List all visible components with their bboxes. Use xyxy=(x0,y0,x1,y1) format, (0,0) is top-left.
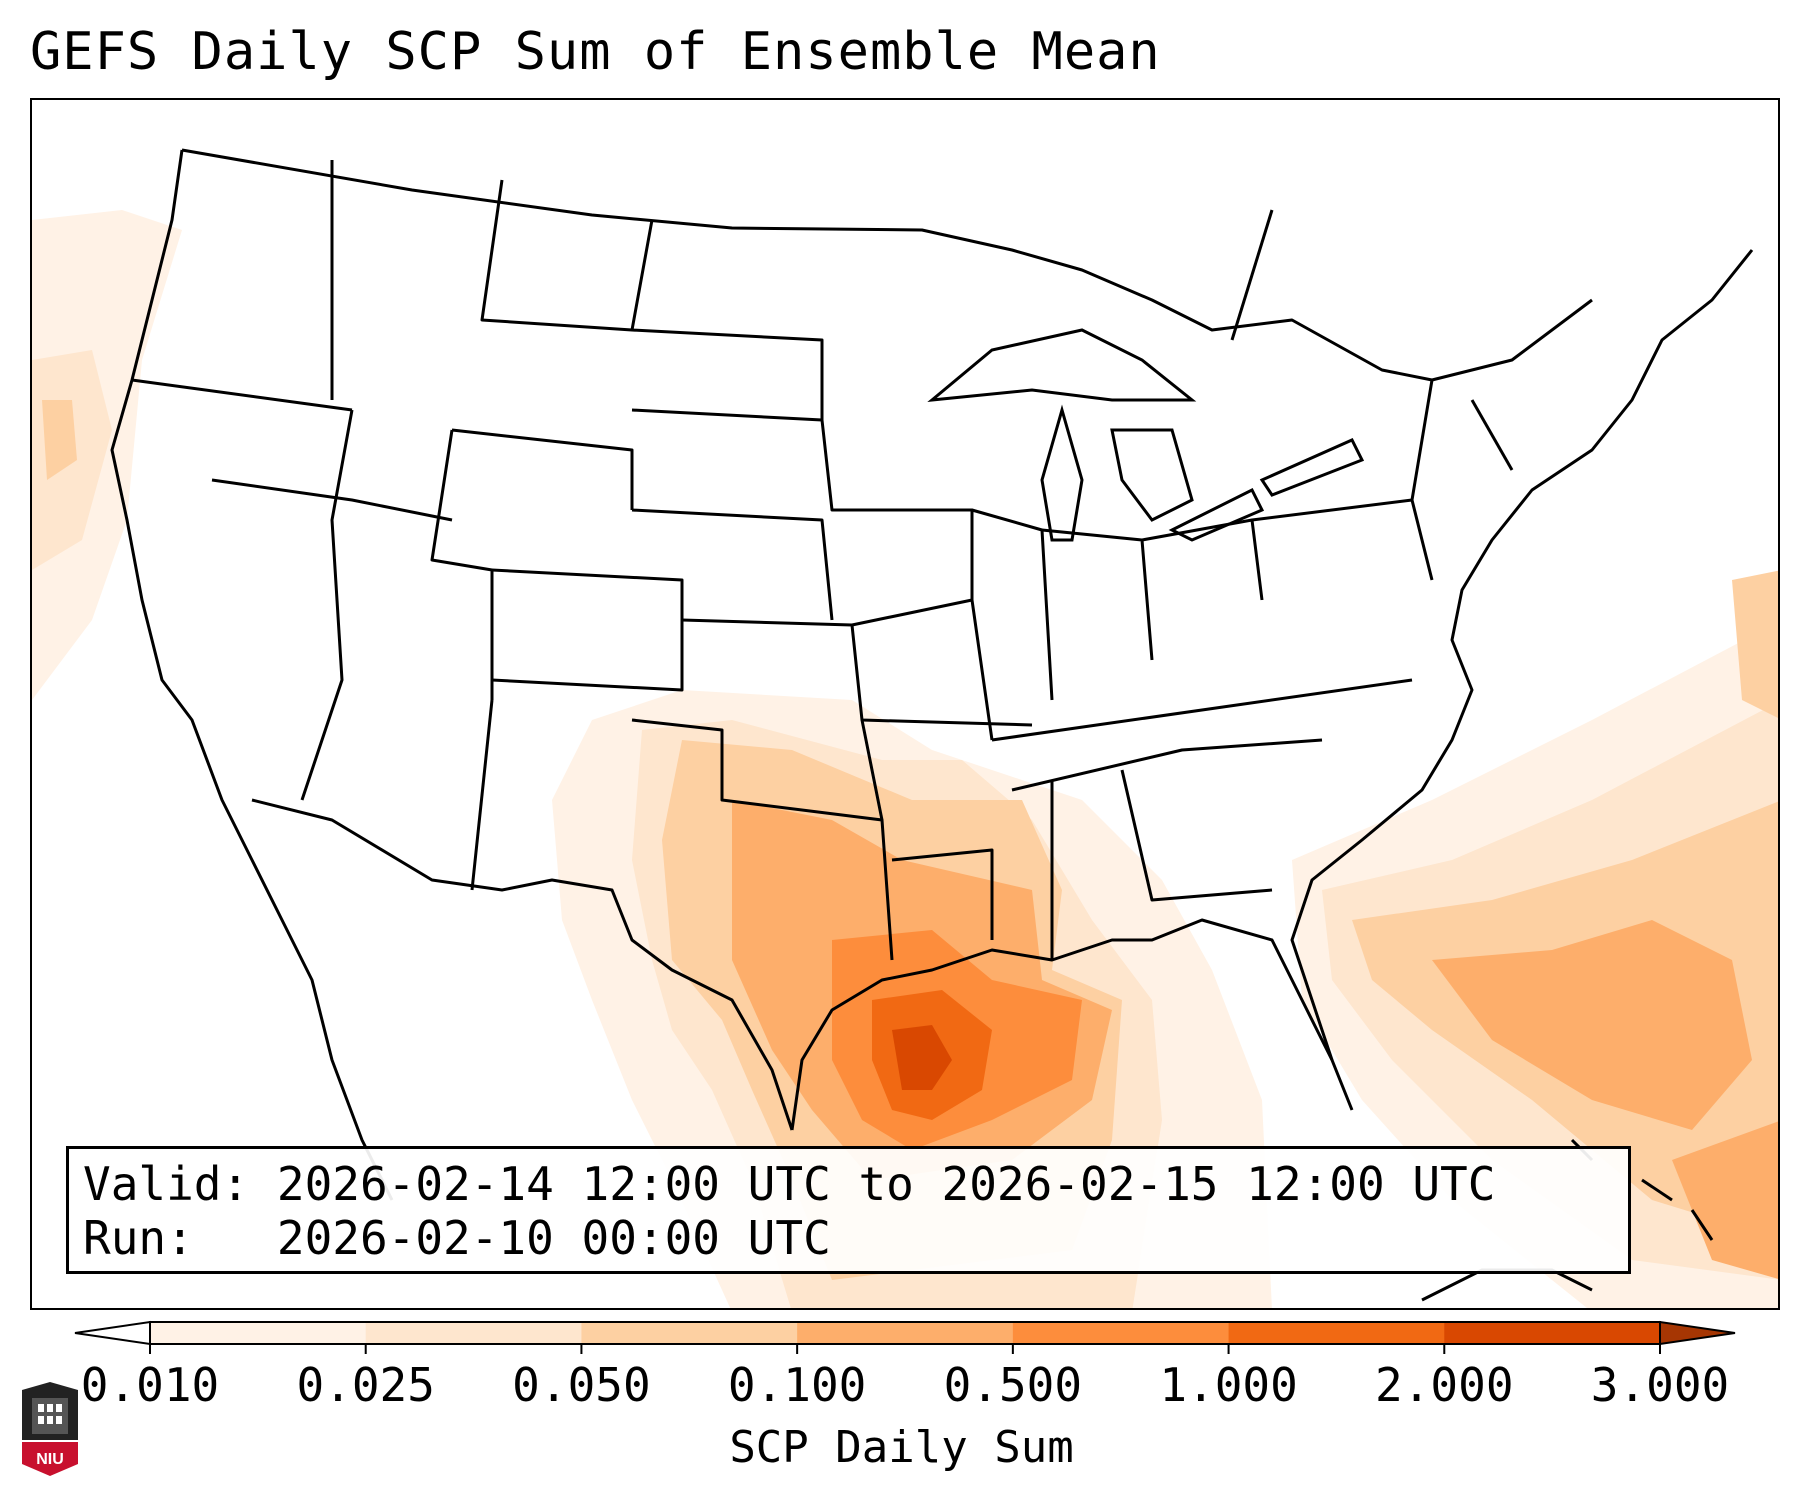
colorbar-segment xyxy=(1012,1322,1230,1344)
colorbar xyxy=(74,1320,1736,1354)
colorbar-tick-label: 0.100 xyxy=(727,1358,867,1412)
great-lakes xyxy=(927,328,1365,542)
colorbar-label: SCP Daily Sum xyxy=(729,1422,1074,1473)
niu-logo-text: NIU xyxy=(36,1451,64,1468)
colorbar-segment xyxy=(1228,1322,1445,1344)
colorbar-segment xyxy=(1444,1322,1661,1344)
colorbar-tick-label: 0.025 xyxy=(296,1358,435,1412)
boundaries xyxy=(110,148,1754,1201)
colorbar-extend-high xyxy=(1659,1320,1736,1346)
map-canvas xyxy=(32,148,1778,1308)
colorbar-segment xyxy=(365,1322,582,1344)
map-frame xyxy=(30,98,1780,1310)
colorbar-extend-low xyxy=(74,1320,151,1346)
valid-label: Valid: xyxy=(83,1157,250,1211)
colorbar-segment xyxy=(797,1322,1014,1344)
valid-value: 2026-02-14 12:00 UTC to 2026-02-15 12:00… xyxy=(276,1157,1496,1211)
colorbar-segment xyxy=(150,1322,367,1344)
scp-shading xyxy=(32,210,1778,1308)
colorbar-tick-label: 0.010 xyxy=(80,1358,220,1412)
colorbar-tick-label: 2.000 xyxy=(1375,1358,1514,1412)
run-value: 2026-02-10 00:00 UTC xyxy=(276,1211,831,1265)
colorbar-tick-label: 1.000 xyxy=(1159,1358,1298,1412)
valid-run-info-box: Valid: 2026-02-14 12:00 UTC to 2026-02-1… xyxy=(66,1146,1631,1274)
colorbar-tick-label: 3.000 xyxy=(1590,1358,1730,1412)
colorbar-tick-label: 0.500 xyxy=(943,1358,1083,1412)
colorbar-outline xyxy=(149,1321,1661,1345)
niu-logo: NIU xyxy=(22,1382,78,1476)
run-label: Run: xyxy=(83,1211,194,1265)
colorbar-segment xyxy=(581,1322,798,1344)
colorbar-tick-label: 0.050 xyxy=(512,1358,651,1412)
map-title: GEFS Daily SCP Sum of Ensemble Mean xyxy=(30,22,1161,82)
